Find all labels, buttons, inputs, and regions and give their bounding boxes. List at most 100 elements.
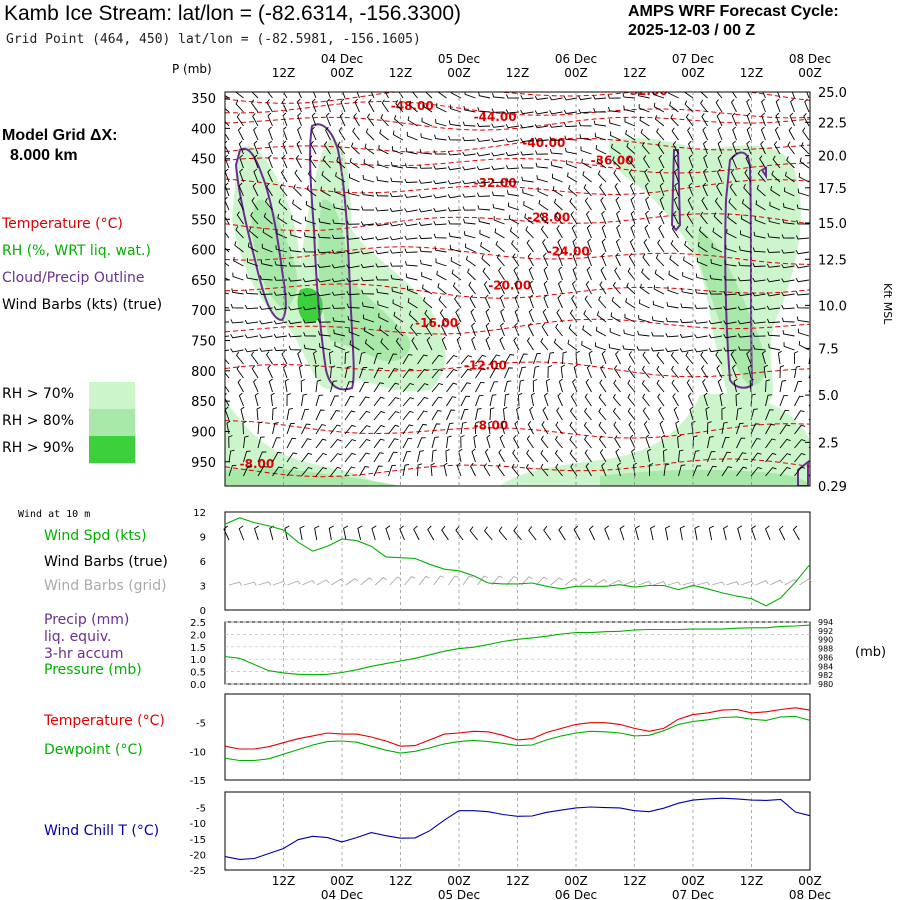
wind-barb xyxy=(746,98,752,113)
wind-barb xyxy=(306,185,317,197)
wind-barb xyxy=(533,352,541,365)
wind-barb xyxy=(768,343,781,351)
wind-barb xyxy=(554,449,563,463)
wind-barb xyxy=(484,294,491,309)
wind-barb xyxy=(497,463,505,477)
upper-wind-barbs xyxy=(225,92,810,477)
wind-barb xyxy=(587,238,592,253)
wind-barb xyxy=(545,378,550,393)
wind-barb xyxy=(707,451,716,463)
grid-wind-barb xyxy=(228,581,242,586)
wind-barb xyxy=(656,379,665,393)
wind-barb xyxy=(359,466,370,477)
wind-barb xyxy=(377,300,389,309)
wind-barb xyxy=(360,236,375,241)
surface-wind-barb xyxy=(708,525,715,541)
wind-barb xyxy=(333,329,346,337)
wind-barb xyxy=(702,168,708,183)
wind-barb xyxy=(547,365,553,379)
wind-barb xyxy=(310,140,317,155)
wind-barb xyxy=(721,421,728,435)
wind-barb xyxy=(315,452,327,463)
wind-barb xyxy=(601,252,607,267)
wind-barb xyxy=(686,211,694,225)
wind-barb xyxy=(296,140,302,155)
wind-barb xyxy=(557,252,563,267)
wind-barb xyxy=(582,325,592,337)
wind-barb xyxy=(239,168,244,183)
wind-barb xyxy=(373,424,385,435)
wind-barb xyxy=(275,245,288,253)
wind-barb xyxy=(333,203,346,211)
wind-barb xyxy=(238,392,244,407)
grid-wind-barb xyxy=(506,575,518,586)
grid-wind-barb xyxy=(711,581,725,586)
wind-barb xyxy=(808,417,810,421)
wind-barb xyxy=(610,312,621,323)
wind-barb xyxy=(302,305,317,311)
wind-barb xyxy=(319,202,331,211)
wind-barb xyxy=(738,346,752,351)
grid-wind-barb xyxy=(550,577,563,586)
wind-barb xyxy=(564,135,578,141)
wind-barb xyxy=(665,333,679,338)
wind-barb xyxy=(325,126,331,141)
wind-barb xyxy=(534,124,549,129)
height-axis-title: Kft MSL xyxy=(881,283,894,325)
wind-barb xyxy=(636,346,650,351)
legend-rh90-swatch xyxy=(89,436,135,463)
wind-barb xyxy=(639,299,650,309)
wind-barb xyxy=(375,236,389,241)
wind-barb xyxy=(765,438,776,449)
wind-barb xyxy=(583,184,592,197)
wind-barb xyxy=(794,365,801,379)
wind-barb xyxy=(670,351,679,365)
wind-barb xyxy=(270,392,275,407)
temperature-contour-label: -32.00 xyxy=(474,176,517,190)
wind-barb xyxy=(344,395,355,407)
height-tick-label: 0.29 xyxy=(818,480,847,495)
wind-barb xyxy=(286,423,295,435)
wind-barb xyxy=(779,466,791,477)
wind-barb xyxy=(402,397,415,407)
wind-barb xyxy=(781,234,795,239)
wind-barb xyxy=(598,407,607,421)
surface-wind-barb xyxy=(328,525,334,541)
wind-barb xyxy=(445,448,450,463)
wind-barb xyxy=(377,160,389,169)
wind-barb xyxy=(781,317,795,323)
wind-barb xyxy=(225,127,230,141)
top-date-label: 05 Dec xyxy=(438,52,480,66)
wind-barb xyxy=(315,409,325,421)
wind-barb xyxy=(771,170,781,183)
surface-wind-barb xyxy=(694,525,700,541)
wind-barb xyxy=(540,449,549,463)
wind-barb xyxy=(226,420,231,435)
wind-barb xyxy=(463,106,476,113)
wind-barb xyxy=(595,326,607,337)
wind-barb xyxy=(284,378,289,393)
wind-barb xyxy=(373,410,385,421)
wind-barb xyxy=(431,449,437,463)
wind-barb xyxy=(506,190,520,197)
wind-barb xyxy=(360,250,375,255)
wind-barb xyxy=(273,291,288,296)
wind-barb xyxy=(431,354,443,365)
wind-barb xyxy=(238,140,244,155)
wind-barb xyxy=(288,262,302,267)
wind-barb xyxy=(616,224,621,239)
bottom-date-label: 05 Dec xyxy=(438,888,480,900)
wind-barb xyxy=(688,168,694,183)
wind-barb xyxy=(725,244,737,253)
temperature-contour-label: -24.00 xyxy=(547,245,590,259)
wind-barb xyxy=(766,318,781,324)
wind-barb xyxy=(558,378,563,393)
wind-barb xyxy=(302,292,317,297)
wind-barb xyxy=(449,104,462,113)
wind-barb xyxy=(346,303,360,309)
wind-barb xyxy=(303,247,317,253)
wind-barb xyxy=(363,159,375,169)
top-hour-label: 00Z xyxy=(447,66,471,80)
wind-barb xyxy=(225,358,230,365)
wind-barb xyxy=(599,281,607,295)
